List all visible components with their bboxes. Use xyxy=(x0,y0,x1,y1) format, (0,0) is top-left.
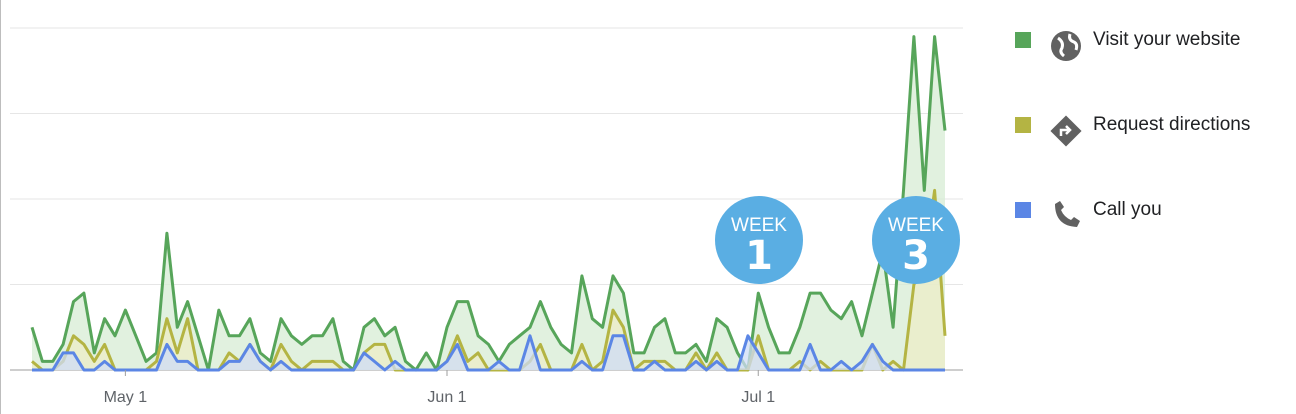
badge-label: WEEK xyxy=(888,215,944,236)
globe-icon-detail xyxy=(1057,33,1079,58)
directions-arrow xyxy=(1059,125,1072,136)
x-tick-label: May 1 xyxy=(104,389,148,406)
legend-icons xyxy=(1050,31,1082,227)
legend-label: Visit your website xyxy=(1093,29,1241,50)
phone-icon xyxy=(1055,201,1080,227)
legend-swatch xyxy=(1015,202,1031,218)
series-line xyxy=(32,334,945,372)
legend-swatch xyxy=(1015,32,1031,48)
x-tick-label: Jun 1 xyxy=(427,389,466,406)
badge-number: 1 xyxy=(745,233,773,279)
badge-label: WEEK xyxy=(731,215,787,236)
legend-swatch xyxy=(1015,117,1031,133)
legend-label: Call you xyxy=(1093,199,1162,220)
area-fill xyxy=(32,36,945,370)
x-tick-label: Jul 1 xyxy=(741,389,775,406)
legend-label: Request directions xyxy=(1093,114,1250,135)
week-badge xyxy=(715,196,803,284)
series-line xyxy=(30,35,947,372)
week-badge xyxy=(872,196,960,284)
badge-number: 3 xyxy=(902,233,930,279)
